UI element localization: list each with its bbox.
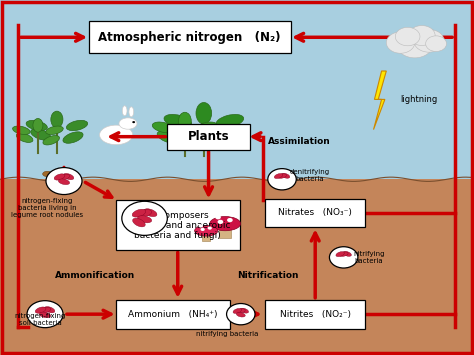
Circle shape: [218, 220, 223, 224]
Circle shape: [227, 304, 255, 325]
Ellipse shape: [46, 126, 63, 135]
Circle shape: [208, 226, 212, 230]
Circle shape: [215, 215, 221, 219]
Ellipse shape: [152, 122, 175, 133]
Ellipse shape: [137, 216, 152, 223]
Ellipse shape: [129, 107, 134, 117]
FancyBboxPatch shape: [116, 200, 240, 251]
Text: Ammonification: Ammonification: [55, 271, 135, 280]
Ellipse shape: [33, 119, 43, 132]
Ellipse shape: [233, 308, 241, 313]
Text: nitrogen-fixing
soil bacteria: nitrogen-fixing soil bacteria: [15, 313, 66, 326]
Ellipse shape: [39, 307, 51, 313]
Circle shape: [397, 31, 433, 58]
Ellipse shape: [336, 252, 344, 257]
Ellipse shape: [47, 177, 57, 182]
Ellipse shape: [119, 118, 137, 129]
Ellipse shape: [63, 174, 74, 180]
Text: nitrifying bacteria: nitrifying bacteria: [196, 332, 259, 337]
Text: Atmospheric nitrogen   (N₂): Atmospheric nitrogen (N₂): [98, 31, 281, 44]
Ellipse shape: [54, 174, 65, 180]
Ellipse shape: [212, 129, 237, 144]
Circle shape: [227, 218, 233, 222]
Ellipse shape: [237, 312, 245, 317]
Ellipse shape: [44, 307, 55, 313]
Circle shape: [199, 224, 203, 228]
Ellipse shape: [39, 312, 51, 318]
Ellipse shape: [282, 173, 290, 178]
Ellipse shape: [191, 134, 212, 146]
Ellipse shape: [343, 251, 351, 256]
Circle shape: [46, 168, 82, 195]
Ellipse shape: [133, 218, 145, 227]
Text: Assimilation: Assimilation: [268, 137, 330, 147]
Ellipse shape: [43, 136, 59, 145]
Circle shape: [27, 301, 63, 328]
Circle shape: [386, 32, 415, 53]
Ellipse shape: [132, 209, 146, 217]
Ellipse shape: [43, 171, 52, 176]
Ellipse shape: [240, 308, 248, 313]
Ellipse shape: [178, 112, 191, 130]
Ellipse shape: [237, 309, 245, 313]
Ellipse shape: [122, 106, 127, 116]
Text: nitrogen-fixing
bacteria living in
legume root nodules: nitrogen-fixing bacteria living in legum…: [11, 198, 83, 218]
Ellipse shape: [52, 173, 62, 178]
Ellipse shape: [170, 125, 196, 140]
Circle shape: [122, 201, 167, 235]
Ellipse shape: [31, 129, 51, 140]
Text: Nitrification: Nitrification: [237, 271, 299, 280]
Circle shape: [395, 27, 420, 46]
Text: Plants: Plants: [188, 130, 229, 143]
Bar: [202, 231, 210, 241]
Ellipse shape: [157, 131, 178, 143]
Text: nitrifying
bacteria: nitrifying bacteria: [353, 251, 384, 264]
Ellipse shape: [216, 114, 244, 128]
FancyBboxPatch shape: [116, 300, 230, 329]
Ellipse shape: [210, 217, 240, 231]
Circle shape: [414, 29, 444, 52]
Ellipse shape: [26, 120, 47, 131]
Ellipse shape: [274, 174, 283, 179]
Ellipse shape: [196, 103, 211, 124]
FancyBboxPatch shape: [167, 124, 250, 150]
Ellipse shape: [35, 307, 46, 313]
Text: denitrifying
bacteria: denitrifying bacteria: [289, 169, 329, 182]
Ellipse shape: [100, 125, 133, 145]
Ellipse shape: [51, 111, 63, 128]
Bar: [0, 0, 474, 179]
Ellipse shape: [58, 179, 70, 185]
Circle shape: [268, 169, 296, 190]
Circle shape: [426, 36, 447, 51]
Ellipse shape: [13, 126, 30, 135]
Ellipse shape: [63, 132, 83, 143]
Ellipse shape: [164, 114, 191, 128]
Text: Decomposers
(aerobic and anaerobic
bacteria and fungi): Decomposers (aerobic and anaerobic bacte…: [126, 211, 230, 240]
Ellipse shape: [195, 122, 218, 133]
Polygon shape: [374, 71, 386, 130]
Circle shape: [201, 228, 205, 231]
Text: Ammonium   (NH₄⁺): Ammonium (NH₄⁺): [128, 310, 218, 319]
Bar: [219, 224, 231, 238]
Circle shape: [329, 247, 358, 268]
FancyBboxPatch shape: [265, 300, 365, 329]
Ellipse shape: [17, 133, 33, 142]
Text: Nitrites   (NO₂⁻): Nitrites (NO₂⁻): [280, 310, 351, 319]
Text: Nitrates   (NO₃⁻): Nitrates (NO₃⁻): [278, 208, 352, 218]
Ellipse shape: [137, 209, 152, 217]
Text: lightning: lightning: [401, 95, 438, 104]
Ellipse shape: [62, 171, 71, 176]
Ellipse shape: [339, 252, 348, 256]
Ellipse shape: [278, 174, 286, 178]
Ellipse shape: [195, 225, 218, 236]
Circle shape: [409, 26, 435, 45]
FancyBboxPatch shape: [265, 198, 365, 227]
Circle shape: [132, 121, 135, 123]
Bar: [0, 179, 474, 355]
Ellipse shape: [144, 209, 157, 217]
Ellipse shape: [66, 120, 88, 131]
Ellipse shape: [58, 174, 70, 180]
FancyBboxPatch shape: [89, 21, 291, 53]
